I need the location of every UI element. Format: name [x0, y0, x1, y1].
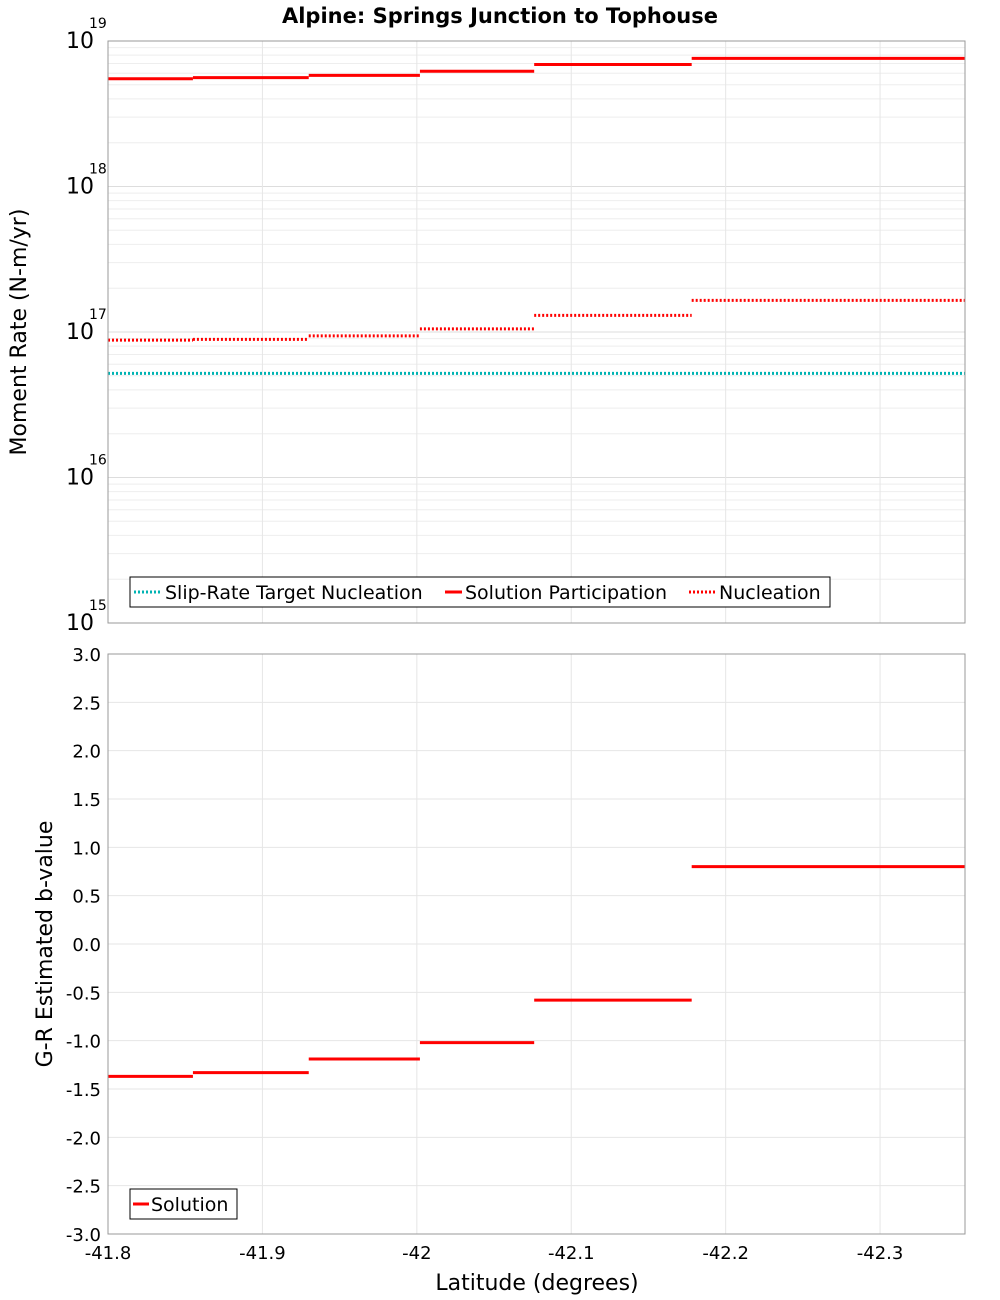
top-y-tick-exponent: 19 [89, 16, 107, 32]
b-value-panel: -3.0 -2.5 -2.0 -1.5 -1.0 -0.5 0.0 0.5 1.0 1.5 2.0 2… [33, 645, 966, 1296]
x-tick-label: -42.2 [702, 1243, 749, 1264]
top-legend: Slip-Rate Target Nucleation Solution Par… [129, 576, 831, 608]
x-tick-label: -42.1 [548, 1243, 595, 1264]
top-grid [107, 41, 965, 624]
top-y-tick-label: 10 [66, 320, 94, 345]
top-plot-frame [107, 40, 966, 624]
bottom-y-tick-label: -3.0 [66, 1225, 101, 1246]
x-tick-label: -42 [402, 1243, 431, 1264]
bottom-series-group [108, 865, 965, 1078]
bottom-y-tick-labels: -3.0 -2.5 -2.0 -1.5 -1.0 -0.5 0.0 0.5 1.0 1.5 2.0 2… [66, 645, 101, 1246]
x-tick-label: -41.9 [239, 1243, 286, 1264]
top-y-tick-label: 10 [66, 611, 94, 636]
bottom-legend: Solution [129, 1188, 238, 1220]
bottom-y-tick-label: -2.0 [66, 1128, 101, 1149]
top-y-tick-label: 10 [66, 175, 94, 200]
top-y-tick-exponent: 18 [89, 162, 107, 178]
legend-label-solution-participation: Solution Participation [465, 582, 667, 604]
bottom-y-axis-label: G-R Estimated b-value [33, 821, 58, 1068]
bottom-y-tick-label: 1.0 [72, 838, 101, 859]
legend-label-nucleation: Nucleation [719, 582, 821, 604]
top-y-tick-label: 10 [66, 466, 94, 491]
top-y-tick-exponent: 17 [89, 307, 107, 323]
x-tick-label: -41.8 [85, 1243, 132, 1264]
bottom-grid [107, 653, 965, 1235]
bottom-y-tick-label: -1.0 [66, 1032, 101, 1053]
bottom-y-tick-label: 2.0 [72, 742, 101, 763]
bottom-y-tick-label: -1.5 [66, 1080, 101, 1101]
legend-label-solution: Solution [151, 1194, 228, 1216]
top-y-axis-label: Moment Rate (N-m/yr) [7, 209, 32, 456]
top-y-tick-exponent: 16 [89, 453, 107, 469]
top-y-tick-exponent: 15 [89, 598, 107, 614]
bottom-y-tick-label: 2.5 [72, 693, 101, 714]
x-axis-label: Latitude (degrees) [435, 1271, 638, 1296]
bottom-y-tick-label: 3.0 [72, 645, 101, 666]
bottom-y-tick-label: 0.0 [72, 935, 101, 956]
top-y-tick-label: 10 [66, 29, 94, 54]
bottom-y-tick-label: -0.5 [66, 983, 101, 1004]
bottom-x-tick-labels: -41.8 -41.9 -42 -42.1 -42.2 -42.3 [85, 1243, 904, 1264]
legend-label-slip-rate-target: Slip-Rate Target Nucleation [165, 582, 423, 604]
bottom-y-tick-label: -2.5 [66, 1177, 101, 1198]
chart-title: Alpine: Springs Junction to Tophouse [282, 4, 718, 28]
top-series-group [108, 56, 965, 375]
x-tick-label: -42.3 [857, 1243, 904, 1264]
bottom-y-tick-label: 1.5 [72, 790, 101, 811]
bottom-y-tick-label: 0.5 [72, 887, 101, 908]
bottom-plot-frame [107, 653, 966, 1235]
